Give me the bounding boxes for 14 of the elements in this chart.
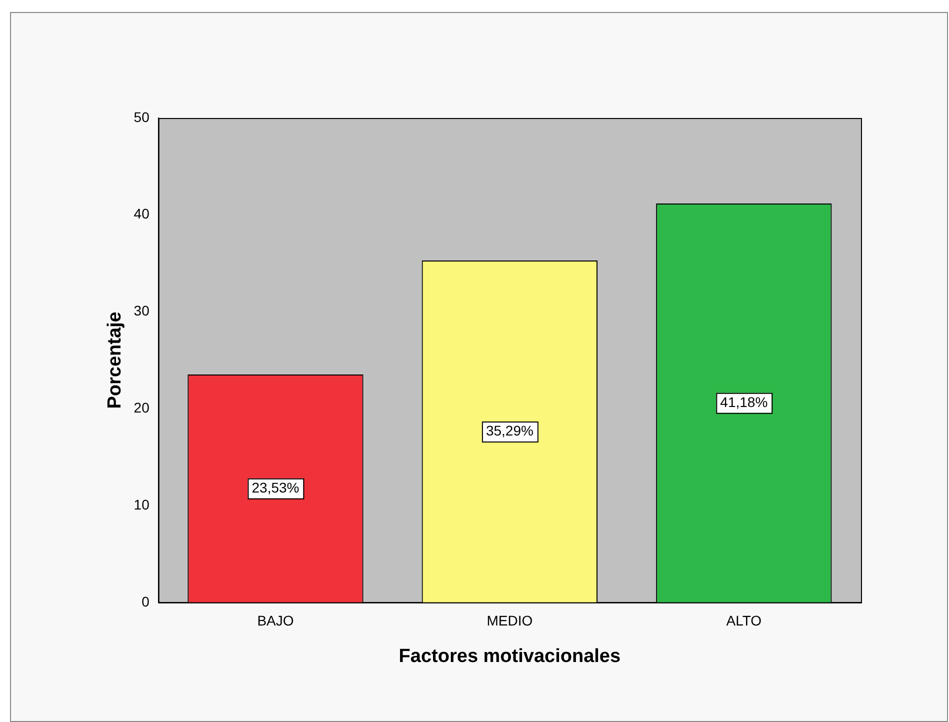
y-tick-label: 30 — [134, 302, 150, 319]
y-axis-title: Porcentaje — [104, 312, 126, 409]
x-axis-title: Factores motivacionales — [398, 646, 621, 667]
y-tick-label: 10 — [134, 496, 150, 512]
x-tick-label: MEDIO — [486, 612, 533, 629]
y-tick-label: 40 — [134, 206, 150, 222]
y-tick-label: 20 — [134, 400, 150, 416]
x-tick-label: BAJO — [257, 612, 294, 629]
data-label: 35,29% — [486, 422, 534, 438]
y-tick-label: 50 — [134, 108, 150, 125]
data-label: 41,18% — [720, 394, 768, 410]
data-label: 23,53% — [252, 479, 300, 496]
x-tick-label: ALTO — [726, 612, 762, 629]
y-tick-label: 0 — [142, 593, 150, 610]
